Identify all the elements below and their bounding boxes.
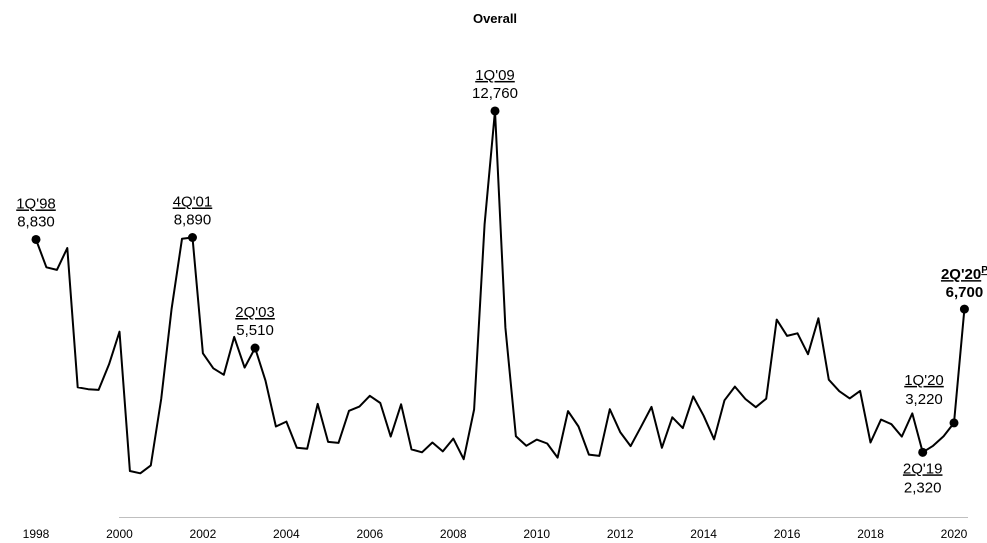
x-axis: 1998 2000 2002 2004 2006 2008 2010 2012 2014 2016… — [23, 517, 968, 541]
annotation-value: 3,220 — [905, 391, 943, 408]
series-layer — [35, 109, 966, 475]
series-line — [35, 109, 966, 475]
annotation-marker — [31, 234, 41, 244]
annotation-value: 6,700 — [946, 284, 984, 301]
annotation-value: 8,890 — [174, 211, 212, 228]
annotation-value: 5,510 — [236, 322, 274, 339]
annotation-marker — [959, 304, 969, 314]
x-tick-label: 1998 — [23, 527, 50, 541]
annotation-period: 1Q'09 — [475, 67, 515, 84]
annotation-layer: 1Q'988,830 4Q'018,890 2Q'035,510 1Q'0912,76… — [16, 67, 987, 496]
annotation-superscript: P — [981, 265, 987, 276]
x-tick-label: 2016 — [774, 527, 801, 541]
annotation-marker — [187, 232, 197, 242]
x-tick-label: 2018 — [857, 527, 884, 541]
x-tick-label: 2020 — [941, 527, 968, 541]
annotation-period: 2Q'19 — [903, 460, 943, 477]
x-tick-label: 2012 — [607, 527, 634, 541]
x-tick-label: 2014 — [690, 527, 717, 541]
annotation-value: 2,320 — [904, 479, 942, 496]
x-tick-label: 2004 — [273, 527, 300, 541]
annotation-value: 8,830 — [17, 213, 55, 230]
chart-title: Overall — [473, 11, 517, 26]
annotation-period: 2Q'20P — [941, 265, 987, 283]
annotation-marker — [949, 418, 959, 428]
annotation-marker — [490, 106, 500, 116]
x-tick-label: 2000 — [106, 527, 133, 541]
annotation-period: 2Q'03 — [235, 304, 275, 321]
annotation-marker — [918, 447, 928, 457]
annotation-marker — [250, 343, 260, 353]
x-tick-label: 2010 — [523, 527, 550, 541]
annotation-period: 4Q'01 — [173, 193, 213, 210]
annotation-period: 1Q'98 — [16, 195, 56, 212]
x-tick-label: 2006 — [356, 527, 383, 541]
x-tick-label: 2002 — [190, 527, 217, 541]
annotation-value: 12,760 — [472, 85, 518, 102]
x-tick-label: 2008 — [440, 527, 467, 541]
annotation-period: 1Q'20 — [904, 372, 944, 389]
